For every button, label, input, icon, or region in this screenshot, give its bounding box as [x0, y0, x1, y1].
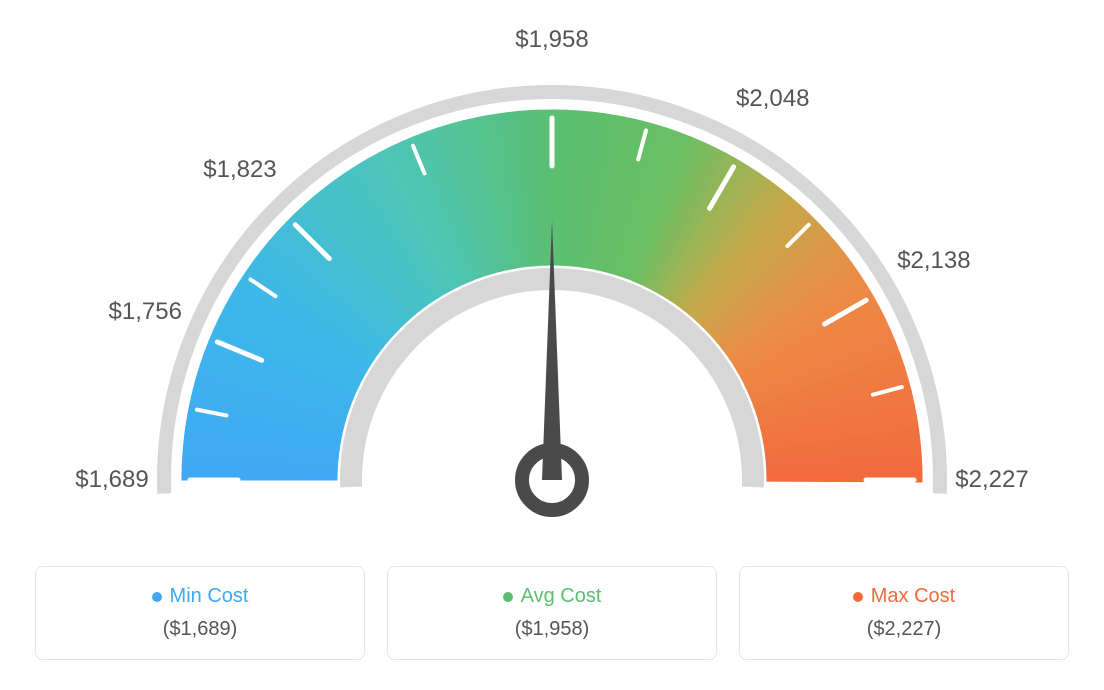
card-max-cost: Max Cost ($2,227): [739, 566, 1069, 660]
gauge-tick-label: $1,958: [515, 26, 588, 54]
gauge-tick-label: $2,048: [736, 85, 809, 113]
dot-icon: [503, 592, 513, 602]
dot-icon: [853, 592, 863, 602]
gauge-chart: $1,689 $1,756 $1,823 $1,958 $2,048 $2,138 $2,2…: [0, 0, 1104, 540]
card-max-label: Max Cost: [871, 585, 955, 608]
card-min-label: Min Cost: [170, 585, 249, 608]
card-avg-label: Avg Cost: [521, 585, 602, 608]
gauge-tick-label: $2,138: [897, 247, 970, 275]
gauge-svg: [32, 20, 1072, 540]
card-avg-value: ($1,958): [515, 618, 590, 641]
summary-cards: Min Cost ($1,689) Avg Cost ($1,958) Max …: [0, 566, 1104, 660]
card-avg-cost: Avg Cost ($1,958): [387, 566, 717, 660]
gauge-tick-label: $1,756: [109, 298, 182, 326]
dot-icon: [152, 592, 162, 602]
card-min-cost: Min Cost ($1,689): [35, 566, 365, 660]
gauge-tick-label: $1,689: [75, 466, 148, 494]
card-avg-title: Avg Cost: [503, 585, 602, 608]
card-max-title: Max Cost: [853, 585, 955, 608]
gauge-tick-label: $1,823: [203, 156, 276, 184]
gauge-tick-label: $2,227: [955, 466, 1028, 494]
card-max-value: ($2,227): [867, 618, 942, 641]
card-min-title: Min Cost: [152, 585, 249, 608]
card-min-value: ($1,689): [163, 618, 238, 641]
